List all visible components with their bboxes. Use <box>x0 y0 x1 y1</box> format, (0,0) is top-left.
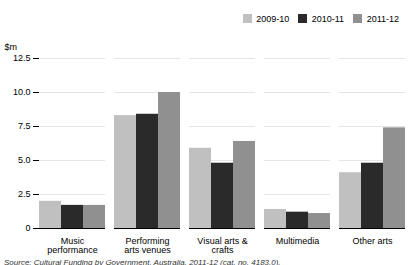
svg-text:10.0: 10.0 <box>13 87 31 97</box>
svg-text:Musicperformance: Musicperformance <box>47 235 98 254</box>
svg-text:0: 0 <box>25 223 30 233</box>
svg-text:Performingarts venues: Performingarts venues <box>124 235 171 254</box>
svg-text:12.5: 12.5 <box>13 53 31 63</box>
svg-text:7.5: 7.5 <box>18 121 31 131</box>
html-text:2010-11: 2010-11 <box>311 13 345 24</box>
svg-text:5.0: 5.0 <box>18 155 31 165</box>
svg-text:$m: $m <box>5 41 18 51</box>
svg-text:Multimedia: Multimedia <box>276 235 320 245</box>
html-text:2011-12: 2011-12 <box>366 13 399 24</box>
html-text:2009-10: 2009-10 <box>256 13 290 24</box>
svg-text:2.5: 2.5 <box>18 189 31 199</box>
svg-text:Other arts: Other arts <box>352 235 393 245</box>
svg-text:Visual arts &crafts: Visual arts &crafts <box>197 235 247 254</box>
